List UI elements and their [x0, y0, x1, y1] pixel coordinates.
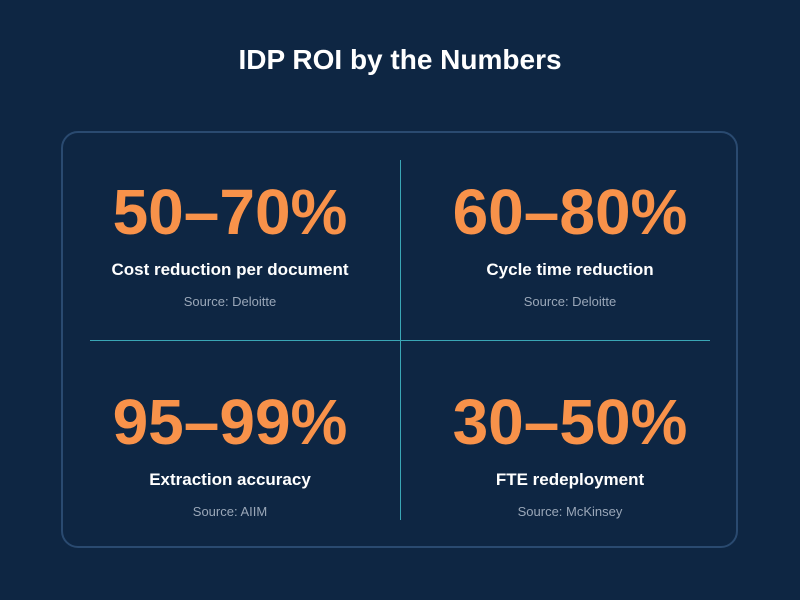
stat-card-fte-redeployment: 30–50% FTE redeployment Source: McKinsey [400, 387, 740, 527]
stat-label: Cycle time reduction [486, 260, 654, 279]
stat-label: Extraction accuracy [149, 470, 311, 489]
stat-source: Source: Deloitte [183, 294, 277, 309]
stat-source: Source: Deloitte [523, 294, 617, 309]
stat-value: 50–70% [112, 176, 348, 248]
stat-label: Cost reduction per document [111, 260, 349, 279]
stat-value: 95–99% [112, 386, 348, 458]
stat-label: FTE redeployment [495, 470, 645, 489]
stat-value: 60–80% [452, 176, 688, 248]
stat-card-extraction-accuracy: 95–99% Extraction accuracy Source: AIIM [60, 387, 400, 527]
stat-source: Source: McKinsey [517, 504, 623, 519]
page-title: IDP ROI by the Numbers [238, 44, 562, 75]
stat-card-cost-reduction: 50–70% Cost reduction per document Sourc… [60, 177, 400, 317]
stat-card-cycle-time: 60–80% Cycle time reduction Source: Delo… [400, 177, 740, 317]
stat-source: Source: AIIM [192, 504, 268, 519]
stats-panel [61, 131, 738, 548]
stat-value: 30–50% [452, 386, 688, 458]
horizontal-divider [90, 340, 710, 341]
